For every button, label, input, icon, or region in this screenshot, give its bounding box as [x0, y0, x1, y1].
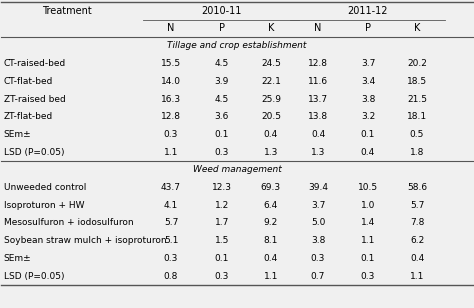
Text: 1.5: 1.5	[215, 236, 229, 245]
Text: 18.1: 18.1	[407, 112, 427, 121]
Text: 12.3: 12.3	[212, 183, 232, 192]
Text: 3.8: 3.8	[311, 236, 325, 245]
Text: 1.1: 1.1	[164, 148, 178, 157]
Text: 0.1: 0.1	[361, 130, 375, 139]
Text: 8.1: 8.1	[264, 236, 278, 245]
Text: 1.1: 1.1	[410, 272, 424, 281]
Text: 0.8: 0.8	[164, 272, 178, 281]
Text: LSD (P=0.05): LSD (P=0.05)	[4, 148, 64, 157]
Text: LSD (P=0.05): LSD (P=0.05)	[4, 272, 64, 281]
Text: K: K	[268, 23, 274, 33]
Text: 4.5: 4.5	[215, 59, 229, 68]
Text: 5.0: 5.0	[311, 218, 325, 228]
Text: 5.7: 5.7	[164, 218, 178, 228]
Text: 0.3: 0.3	[361, 272, 375, 281]
Text: 0.4: 0.4	[264, 130, 278, 139]
Text: 13.8: 13.8	[308, 112, 328, 121]
Text: 4.5: 4.5	[215, 95, 229, 103]
Text: 0.3: 0.3	[215, 272, 229, 281]
Text: 1.7: 1.7	[215, 218, 229, 228]
Text: Soybean straw mulch + isoproturon: Soybean straw mulch + isoproturon	[4, 236, 166, 245]
Text: P: P	[365, 23, 371, 33]
Text: 0.5: 0.5	[410, 130, 424, 139]
Text: 0.1: 0.1	[215, 130, 229, 139]
Text: 15.5: 15.5	[161, 59, 181, 68]
Text: 1.1: 1.1	[264, 272, 278, 281]
Text: 18.5: 18.5	[407, 77, 427, 86]
Text: 2010-11: 2010-11	[201, 6, 241, 15]
Text: 0.3: 0.3	[164, 254, 178, 263]
Text: Weed management: Weed management	[192, 165, 282, 174]
Text: 9.2: 9.2	[264, 218, 278, 228]
Text: 1.8: 1.8	[410, 148, 424, 157]
Text: ZT-flat-bed: ZT-flat-bed	[4, 112, 53, 121]
Text: P: P	[219, 23, 225, 33]
Text: 25.9: 25.9	[261, 95, 281, 103]
Text: 12.8: 12.8	[161, 112, 181, 121]
Text: 24.5: 24.5	[261, 59, 281, 68]
Text: 1.3: 1.3	[311, 148, 325, 157]
Text: 0.1: 0.1	[215, 254, 229, 263]
Text: Treatment: Treatment	[43, 6, 92, 15]
Text: 3.8: 3.8	[361, 95, 375, 103]
Text: 11.6: 11.6	[308, 77, 328, 86]
Text: 58.6: 58.6	[407, 183, 427, 192]
Text: K: K	[414, 23, 420, 33]
Text: 0.7: 0.7	[311, 272, 325, 281]
Text: ZT-raised bed: ZT-raised bed	[4, 95, 65, 103]
Text: 69.3: 69.3	[261, 183, 281, 192]
Text: 0.1: 0.1	[361, 254, 375, 263]
Text: SEm±: SEm±	[4, 254, 31, 263]
Text: 20.5: 20.5	[261, 112, 281, 121]
Text: 3.4: 3.4	[361, 77, 375, 86]
Text: 6.2: 6.2	[410, 236, 424, 245]
Text: 13.7: 13.7	[308, 95, 328, 103]
Text: 5.7: 5.7	[410, 201, 424, 210]
Text: 7.8: 7.8	[410, 218, 424, 228]
Text: 1.4: 1.4	[361, 218, 375, 228]
Text: Tillage and crop establishment: Tillage and crop establishment	[167, 42, 307, 51]
Text: 3.9: 3.9	[215, 77, 229, 86]
Text: 3.7: 3.7	[311, 201, 325, 210]
Text: 43.7: 43.7	[161, 183, 181, 192]
Text: 20.2: 20.2	[407, 59, 427, 68]
Text: 1.0: 1.0	[361, 201, 375, 210]
Text: 4.1: 4.1	[164, 201, 178, 210]
Text: 2011-12: 2011-12	[347, 6, 388, 15]
Text: 0.3: 0.3	[215, 148, 229, 157]
Text: 0.4: 0.4	[410, 254, 424, 263]
Text: 39.4: 39.4	[308, 183, 328, 192]
Text: Isoproturon + HW: Isoproturon + HW	[4, 201, 84, 210]
Text: 16.3: 16.3	[161, 95, 181, 103]
Text: 22.1: 22.1	[261, 77, 281, 86]
Text: 10.5: 10.5	[358, 183, 378, 192]
Text: Mesosulfuron + iodosulfuron: Mesosulfuron + iodosulfuron	[4, 218, 133, 228]
Text: 1.2: 1.2	[215, 201, 229, 210]
Text: 0.3: 0.3	[311, 254, 325, 263]
Text: 3.7: 3.7	[361, 59, 375, 68]
Text: 0.4: 0.4	[361, 148, 375, 157]
Text: N: N	[167, 23, 175, 33]
Text: N: N	[314, 23, 322, 33]
Text: 6.4: 6.4	[264, 201, 278, 210]
Text: Unweeded control: Unweeded control	[4, 183, 86, 192]
Text: 14.0: 14.0	[161, 77, 181, 86]
Text: CT-flat-bed: CT-flat-bed	[4, 77, 53, 86]
Text: 3.6: 3.6	[215, 112, 229, 121]
Text: 3.2: 3.2	[361, 112, 375, 121]
Text: 1.3: 1.3	[264, 148, 278, 157]
Text: 12.8: 12.8	[308, 59, 328, 68]
Text: 1.1: 1.1	[361, 236, 375, 245]
Text: 0.3: 0.3	[164, 130, 178, 139]
Text: 0.4: 0.4	[311, 130, 325, 139]
Text: 5.1: 5.1	[164, 236, 178, 245]
Text: 21.5: 21.5	[407, 95, 427, 103]
Text: SEm±: SEm±	[4, 130, 31, 139]
Text: CT-raised-bed: CT-raised-bed	[4, 59, 66, 68]
Text: 0.4: 0.4	[264, 254, 278, 263]
